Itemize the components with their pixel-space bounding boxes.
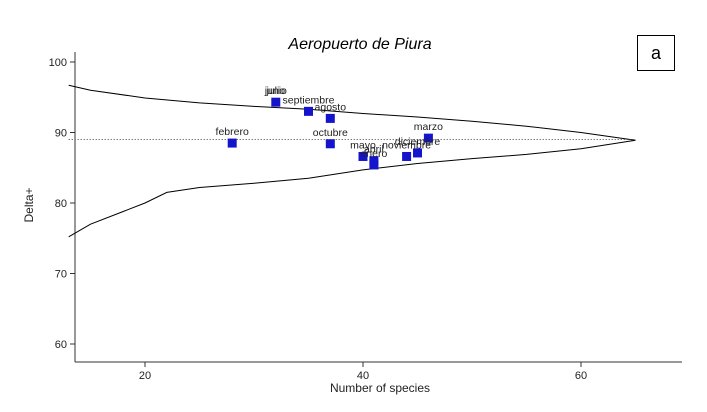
label-abril: abril xyxy=(364,144,384,156)
label-agosto: agosto xyxy=(315,101,347,113)
point-septiembre xyxy=(304,106,313,116)
y-tick-label: 60 xyxy=(55,339,67,351)
point-noviembre xyxy=(402,151,412,161)
point-diciembre xyxy=(413,148,422,158)
label-septiembre: septiembre xyxy=(283,94,335,106)
label-noviembre: noviembre xyxy=(382,139,431,151)
label-julio: julio xyxy=(265,85,285,97)
label-octubre: octubre xyxy=(313,127,348,139)
label-junio: junio xyxy=(264,85,287,97)
y-axis-label: Delta+ xyxy=(22,187,36,222)
y-tick-label: 70 xyxy=(55,269,67,281)
label-marzo: marzo xyxy=(414,121,443,133)
y-tick-label: 80 xyxy=(55,198,67,210)
y-tick-label: 100 xyxy=(49,57,67,69)
upper-limit-line xyxy=(68,84,636,141)
funnel-limits xyxy=(68,84,636,238)
label-diciembre: diciembre xyxy=(395,136,441,148)
label-mayo: mayo xyxy=(350,139,376,151)
point-mayo xyxy=(358,151,368,161)
x-tick-label: 60 xyxy=(575,370,587,382)
lower-limit-line xyxy=(68,139,636,238)
x-axis-label: Number of species xyxy=(330,381,430,395)
axes: 60 70 80 90 100 20 40 60 xyxy=(49,52,682,382)
point-febrero xyxy=(227,138,237,148)
chart-title: Aeropuerto de Piura xyxy=(288,36,432,53)
label-enero: enero xyxy=(360,148,387,160)
point-marzo xyxy=(423,133,433,143)
label-febrero: febrero xyxy=(216,126,249,138)
panel-label: a xyxy=(637,35,675,71)
y-tick-label: 90 xyxy=(55,128,67,140)
data-points xyxy=(227,97,433,170)
point-octubre xyxy=(325,139,335,149)
point-agosto xyxy=(325,113,335,123)
point-junio xyxy=(271,97,281,107)
x-tick-label: 40 xyxy=(357,370,369,382)
point-enero xyxy=(369,160,379,170)
x-tick-label: 20 xyxy=(139,370,151,382)
